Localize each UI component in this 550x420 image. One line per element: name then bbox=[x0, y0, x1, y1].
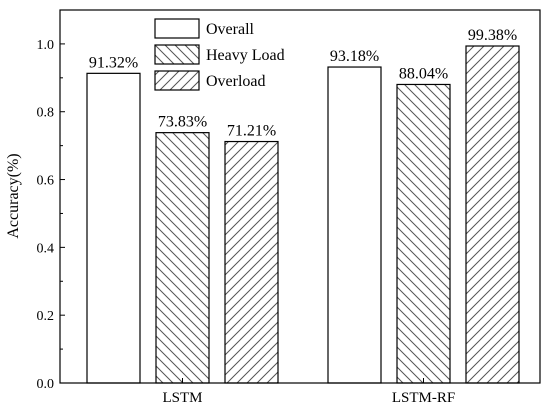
bar-lstm-overall bbox=[86, 72, 141, 384]
y-tick-label: 0.0 bbox=[37, 377, 55, 392]
data-label: 91.32% bbox=[89, 54, 138, 71]
legend-label: Overall bbox=[206, 21, 255, 38]
y-tick-label: 0.2 bbox=[37, 309, 55, 324]
bar-lstm-rf-heavy-load bbox=[396, 83, 451, 384]
legend-swatch bbox=[154, 18, 200, 39]
data-label: 88.04% bbox=[399, 65, 448, 82]
plot-frame bbox=[59, 9, 541, 384]
legend: Overall Heavy Load Overload bbox=[154, 18, 285, 91]
y-axis-title: Accuracy(%) bbox=[5, 153, 22, 238]
legend-label: Overload bbox=[206, 73, 266, 90]
bar-lstm-heavy-load bbox=[155, 132, 210, 384]
data-label: 93.18% bbox=[330, 48, 379, 65]
data-label: 73.83% bbox=[158, 114, 207, 131]
y-tick-label: 0.8 bbox=[37, 106, 55, 121]
legend-label: Heavy Load bbox=[206, 47, 285, 64]
legend-swatch bbox=[154, 44, 200, 65]
y-tick-label: 0.6 bbox=[37, 174, 55, 189]
x-tick-label: LSTM bbox=[162, 390, 202, 406]
y-tick-label: 1.0 bbox=[37, 38, 55, 53]
y-tick-label: 0.4 bbox=[37, 241, 55, 256]
legend-swatch bbox=[154, 70, 200, 91]
bar-lstm-rf-overall bbox=[327, 66, 382, 384]
data-label: 71.21% bbox=[227, 123, 276, 140]
bar-lstm-overload bbox=[224, 140, 279, 384]
data-label: 99.38% bbox=[468, 27, 517, 44]
bar-lstm-rf-overload bbox=[465, 45, 520, 384]
x-tick-label: LSTM-RF bbox=[392, 390, 455, 406]
